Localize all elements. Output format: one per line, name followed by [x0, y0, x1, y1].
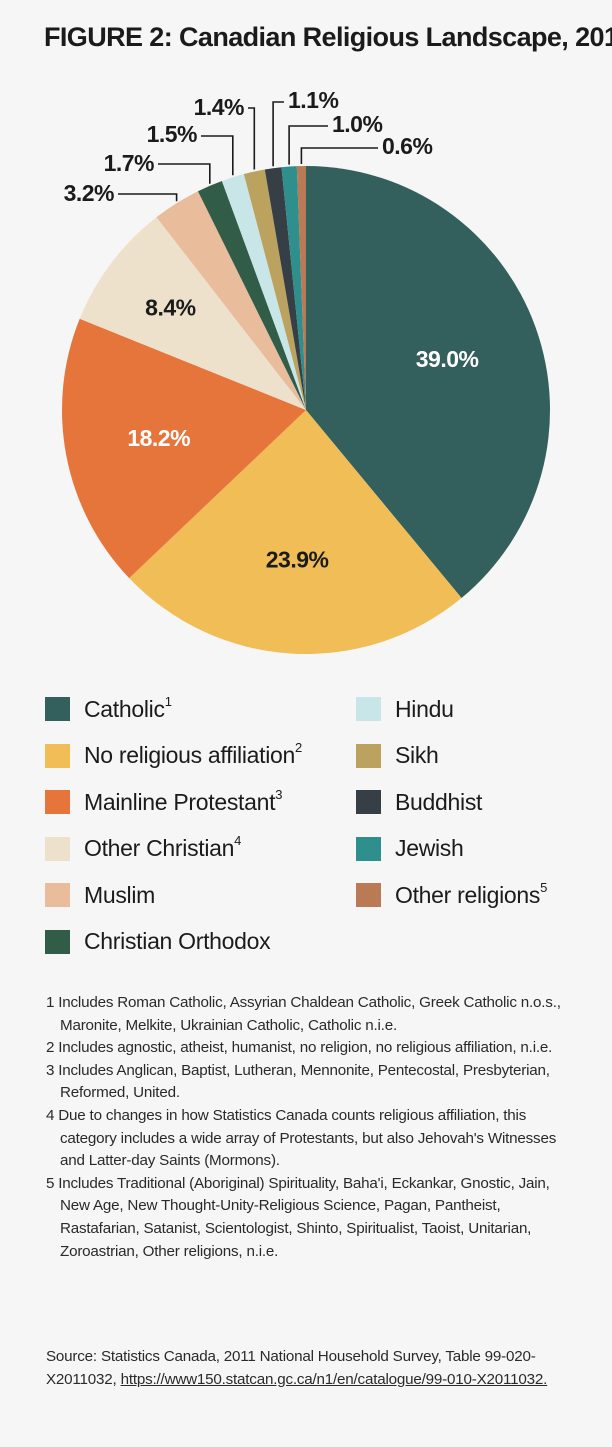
slice-label-no-religious-affiliation: 23.9% [266, 547, 329, 573]
footnote-marker: 1 [164, 693, 172, 709]
leader-line-christian-orthodox [158, 163, 211, 184]
footnote-marker: 3 [275, 786, 283, 802]
footnote-marker: 4 [234, 833, 242, 848]
legend-swatch [45, 697, 70, 721]
leader-line-other-religions [300, 147, 378, 164]
slice-label-buddhist: 1.1% [288, 87, 338, 113]
legend-swatch [45, 883, 70, 907]
pie-slice-christian-orthodox [197, 180, 306, 410]
pie-slice-catholic [306, 166, 551, 599]
legend-swatch [356, 697, 381, 721]
legend-label: Jewish [395, 835, 464, 861]
legend-label: Christian Orthodox [84, 928, 271, 954]
legend-swatch [45, 929, 70, 954]
source-link[interactable]: https://www150.statcan.gc.ca/n1/en/catal… [120, 1370, 548, 1388]
leader-line-jewish [288, 125, 328, 165]
slice-label-catholic: 39.0% [416, 346, 479, 372]
pie-slice-sikh [243, 169, 306, 410]
slice-label-hindu: 1.5% [147, 121, 197, 147]
slice-label-other-christian: 8.4% [145, 295, 195, 321]
legend-item-sikh: Sikh [356, 741, 439, 771]
footnote-marker: 2 [295, 740, 302, 755]
legend-label: Hindu [395, 695, 454, 722]
legend-label: Buddhist [395, 788, 483, 815]
legend-label: Mainline Protestant3 [84, 786, 283, 815]
legend-item-catholic: Catholic1 [45, 694, 172, 724]
legend-item-christian-orthodox: Christian Orthodox [45, 927, 271, 957]
legend-item-buddhist: Buddhist [356, 787, 482, 817]
slice-label-sikh: 1.4% [194, 94, 244, 120]
legend-label: Other Christian4 [84, 833, 242, 861]
source-text: Source: Statistics Canada, 2011 National… [46, 1348, 536, 1388]
footnote-4: 4 Due to changes in how Statistics Canad… [46, 1106, 557, 1170]
leader-line-muslim [118, 193, 178, 202]
legend-item-muslim: Muslim [45, 880, 155, 910]
pie-slice-no-religious-affiliation [129, 410, 462, 655]
footnote-5: 5 Includes Traditional (Aboriginal) Spir… [46, 1174, 550, 1260]
slice-label-mainline-protestant: 18.2% [127, 425, 190, 451]
legend-item-other-religions: Other religions5 [356, 880, 547, 910]
legend-swatch [356, 836, 381, 861]
slice-label-jewish: 1.0% [332, 111, 382, 137]
pie-chart: 39.0% 23.9% 18.2% 8.4% 3.2% 1.7% 1.5%1.4% 1.1%1… [61, 87, 551, 655]
legend-label: No religious affiliation2 [84, 740, 302, 768]
pie-slice-buddhist [264, 167, 306, 410]
legend-item-mainline-protestant: Mainline Protestant3 [45, 787, 282, 817]
legend-label: Other religions5 [395, 879, 548, 908]
pie-slice-jewish [281, 166, 306, 410]
pie-slice-other-christian [79, 217, 306, 410]
pie-slice-mainline-protestant [61, 318, 307, 579]
leader-line-hindu [201, 135, 234, 176]
footnote-1: 1 Includes Roman Catholic, Assyrian Chal… [46, 994, 561, 1034]
legend-swatch [356, 743, 381, 768]
source-note: Source: Statistics Canada, 2011 National… [46, 1346, 576, 1391]
slice-label-other-religions: 0.6% [382, 133, 432, 159]
legend-item-no-religious-affiliation: No religious affiliation2 [45, 740, 302, 771]
legend-label: Muslim [84, 881, 156, 908]
slice-label-muslim: 3.2% [64, 180, 114, 206]
footnotes: 1 Includes Roman Catholic, Assyrian Chal… [46, 992, 576, 1263]
legend-item-other-christian: Other Christian4 [45, 833, 242, 864]
pie-slice-other-religions [296, 165, 306, 410]
legend-swatch [45, 836, 70, 861]
chart-title: FIGURE 2: Canadian Religious Landscape, … [44, 22, 612, 52]
legend-swatch [356, 790, 381, 814]
leader-line-buddhist [272, 101, 284, 167]
slice-label-christian-orthodox: 1.7% [104, 150, 154, 176]
leader-line-sikh [248, 107, 256, 170]
legend-swatch [356, 883, 381, 907]
legend-swatch [45, 743, 70, 768]
legend-item-hindu: Hindu [356, 694, 454, 724]
legend-swatch [45, 790, 70, 814]
footnote-3: 3 Includes Anglican, Baptist, Lutheran, … [46, 1061, 550, 1102]
legend-item-jewish: Jewish [356, 834, 464, 864]
pie-slice-hindu [221, 174, 306, 410]
footnote-marker: 5 [540, 879, 548, 895]
footnote-2: 2 Includes agnostic, atheist, humanist, … [46, 1039, 553, 1057]
legend-label: Sikh [395, 742, 439, 768]
pie-slice-muslim [156, 191, 306, 410]
legend-label: Catholic1 [84, 693, 172, 722]
